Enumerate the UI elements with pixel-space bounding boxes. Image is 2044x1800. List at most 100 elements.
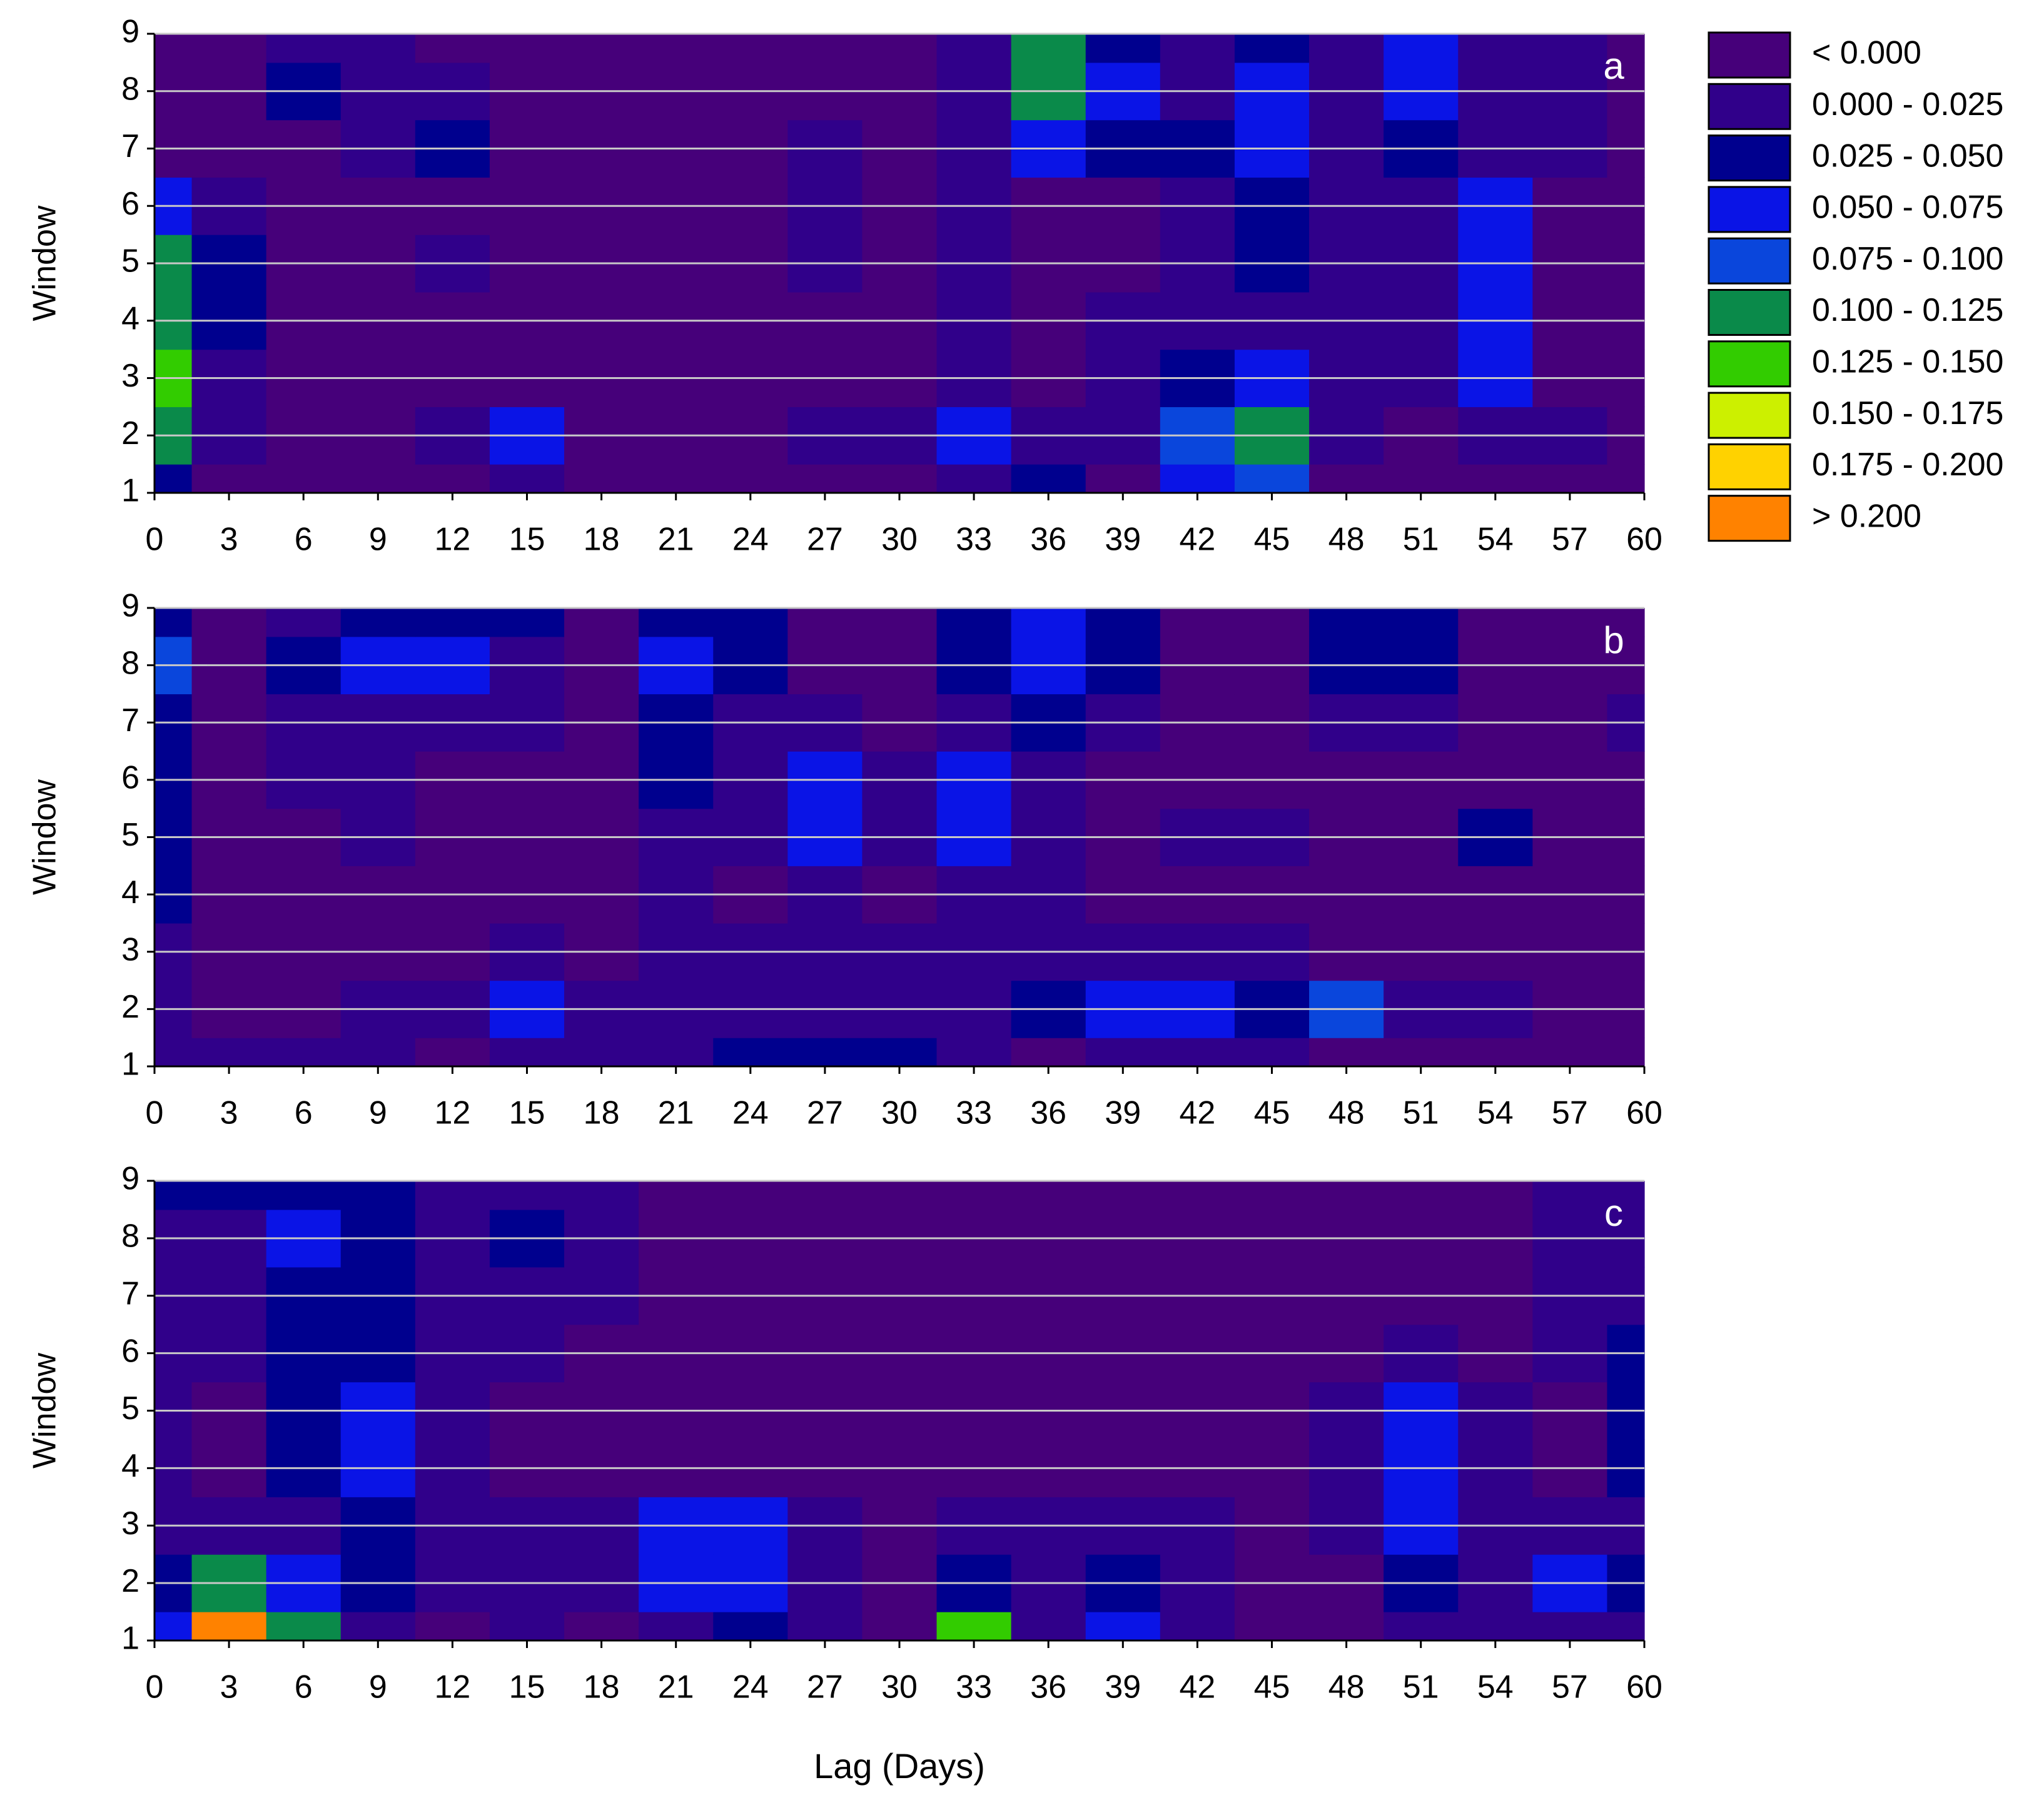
contour-cell <box>1384 464 1459 493</box>
x-tick-label: 27 <box>807 1095 843 1131</box>
contour-cell <box>1458 1038 1533 1067</box>
contour-cell <box>1384 1612 1459 1641</box>
contour-cell <box>713 1181 788 1210</box>
y-tick-label: 6 <box>121 186 139 222</box>
x-tick-label: 18 <box>584 1669 620 1706</box>
x-tick-label: 27 <box>807 1669 843 1706</box>
legend-swatch <box>1708 392 1791 439</box>
x-tick-label: 51 <box>1403 522 1439 558</box>
y-tick-label: 5 <box>121 243 139 280</box>
legend-label: 0.025 - 0.050 <box>1812 138 2003 174</box>
x-tick-label: 48 <box>1328 522 1365 558</box>
legend-swatch <box>1708 340 1791 388</box>
contour-cell <box>1384 1038 1459 1067</box>
legend-label: 0.125 - 0.150 <box>1812 344 2003 380</box>
x-tick-label: 12 <box>434 1669 470 1706</box>
x-tick-label: 21 <box>658 522 694 558</box>
x-tick-label: 36 <box>1030 522 1066 558</box>
contour-cell <box>154 464 193 493</box>
x-tick-label: 57 <box>1552 522 1588 558</box>
contour-cell <box>639 464 714 493</box>
contour-cell <box>340 1038 416 1067</box>
x-tick-label: 12 <box>434 522 470 558</box>
legend-label: 0.075 - 0.100 <box>1812 241 2003 277</box>
contour-cell <box>191 1181 267 1210</box>
contour-cell <box>564 1612 639 1641</box>
x-tick-label: 12 <box>434 1095 470 1131</box>
x-tick-label: 45 <box>1254 522 1290 558</box>
contour-cell <box>191 34 267 63</box>
contour-cell <box>266 464 342 493</box>
x-tick-label: 33 <box>956 1095 992 1131</box>
contour-cell <box>191 608 267 637</box>
y-tick-label: 8 <box>121 645 139 681</box>
legend-swatch <box>1708 31 1791 79</box>
x-tick-label: 6 <box>295 1669 313 1706</box>
contour-cell <box>489 1181 565 1210</box>
contour-cell <box>1085 1038 1161 1067</box>
contour-cell <box>787 1038 863 1067</box>
contour-cell <box>1234 1181 1310 1210</box>
x-tick-label: 51 <box>1403 1669 1439 1706</box>
x-axis-label: Lag (Days) <box>814 1746 985 1786</box>
x-tick-label: 45 <box>1254 1669 1290 1706</box>
contour-cell <box>564 608 639 637</box>
y-tick-label: 1 <box>121 1046 139 1083</box>
x-tick-label: 0 <box>146 1669 164 1706</box>
contour-cell <box>862 608 938 637</box>
x-tick-label: 21 <box>658 1669 694 1706</box>
contour-cell <box>1532 464 1608 493</box>
contour-cell <box>1309 34 1384 63</box>
contour-cell <box>1384 1181 1459 1210</box>
panel-label: b <box>1603 619 1624 661</box>
y-axis-label: Window <box>27 205 63 321</box>
contour-cell <box>154 1612 193 1641</box>
x-tick-label: 36 <box>1030 1669 1066 1706</box>
y-tick-label: 4 <box>121 1448 139 1484</box>
y-tick-label: 1 <box>121 473 139 509</box>
contour-cell <box>862 1038 938 1067</box>
legend-label: 0.050 - 0.075 <box>1812 190 2003 226</box>
y-tick-label: 5 <box>121 817 139 853</box>
contour-cell <box>266 1612 342 1641</box>
contour-cell <box>1085 34 1161 63</box>
contour-cell <box>340 608 416 637</box>
x-tick-label: 15 <box>509 1669 545 1706</box>
x-tick-label: 3 <box>220 1095 238 1131</box>
contour-cell <box>1160 34 1235 63</box>
legend-label: 0.150 - 0.175 <box>1812 395 2003 432</box>
contour-cell <box>1011 34 1086 63</box>
x-tick-label: 42 <box>1179 1669 1215 1706</box>
contour-cell <box>1532 608 1608 637</box>
x-tick-label: 24 <box>732 1669 769 1706</box>
legend-label: < 0.000 <box>1812 35 1921 71</box>
contour-cell <box>1234 1038 1310 1067</box>
x-tick-label: 6 <box>295 1095 313 1131</box>
contour-cell <box>1309 1038 1384 1067</box>
x-tick-label: 48 <box>1328 1095 1365 1131</box>
contour-cell <box>1234 34 1310 63</box>
contour-cell <box>1011 1612 1086 1641</box>
x-tick-label: 42 <box>1179 1095 1215 1131</box>
contour-cell <box>639 1181 714 1210</box>
y-tick-label: 4 <box>121 874 139 911</box>
contour-cell <box>1085 1181 1161 1210</box>
legend-swatch <box>1708 289 1791 336</box>
x-tick-label: 3 <box>220 522 238 558</box>
y-tick-label: 1 <box>121 1621 139 1657</box>
contour-cell <box>1085 1612 1161 1641</box>
legend-swatch <box>1708 495 1791 542</box>
x-tick-label: 39 <box>1105 1095 1141 1131</box>
contour-cell <box>1532 1181 1608 1210</box>
legend-swatch <box>1708 134 1791 182</box>
contour-cell <box>191 1612 267 1641</box>
contour-cell <box>1309 608 1384 637</box>
contour-cell <box>713 1038 788 1067</box>
contour-cell <box>1532 34 1608 63</box>
y-axis-label: Window <box>27 1353 63 1469</box>
y-tick-label: 7 <box>121 702 139 739</box>
x-tick-label: 27 <box>807 522 843 558</box>
contour-cell <box>1607 1038 1645 1067</box>
contour-cell <box>1234 608 1310 637</box>
